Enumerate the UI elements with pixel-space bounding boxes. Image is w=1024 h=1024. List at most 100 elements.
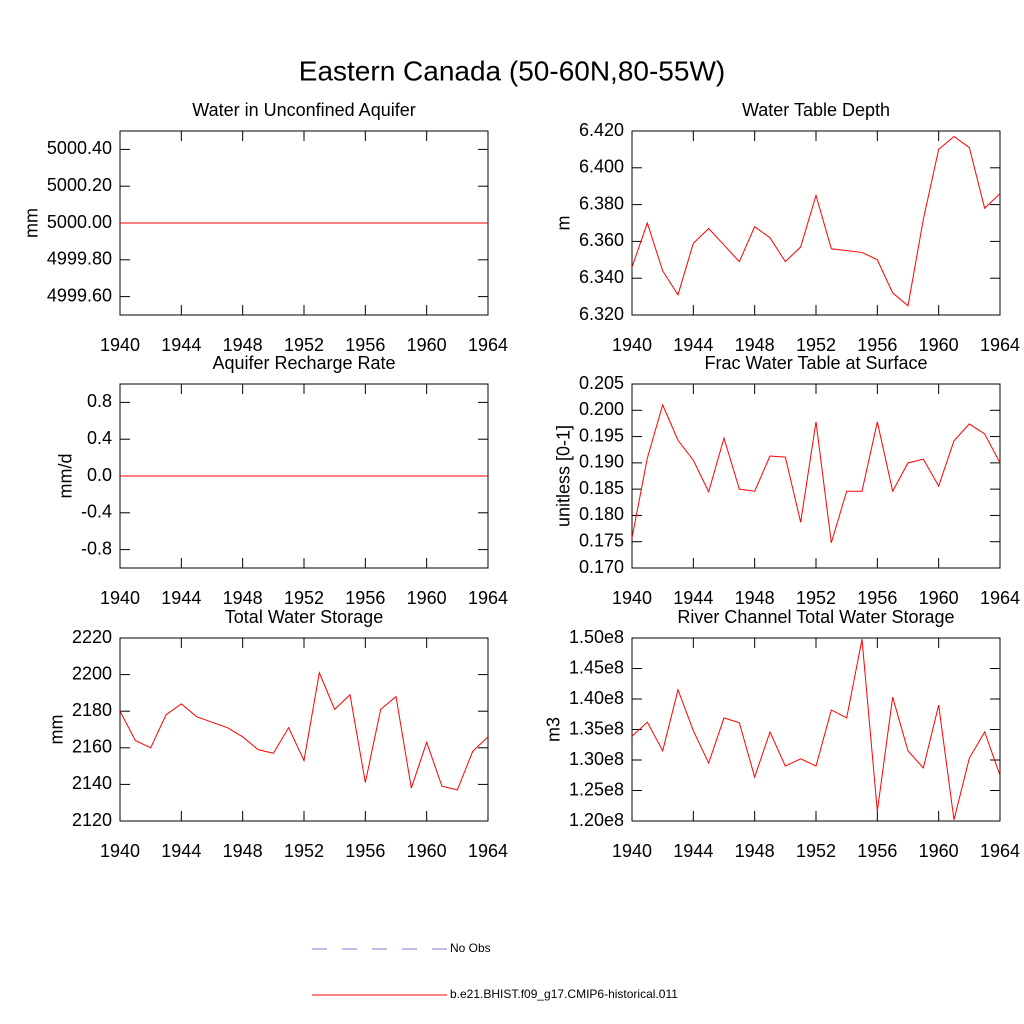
x-tick-label: 1952 (284, 335, 324, 355)
y-tick-label: 0.200 (579, 399, 624, 419)
y-tick-label: 1.50e8 (569, 627, 624, 647)
y-tick-label: 1.30e8 (569, 749, 624, 769)
y-tick-label: 0.4 (87, 428, 112, 448)
x-tick-label: 1960 (407, 588, 447, 608)
legend-label: b.e21.BHIST.f09_g17.CMIP6-historical.011 (450, 987, 678, 1001)
x-tick-label: 1956 (345, 335, 385, 355)
x-tick-label: 1952 (796, 335, 836, 355)
x-tick-label: 1940 (612, 335, 652, 355)
x-tick-label: 1948 (735, 841, 775, 861)
legend-label: No Obs (450, 941, 491, 955)
x-tick-label: 1940 (100, 841, 140, 861)
y-tick-label: 2200 (72, 663, 112, 683)
x-tick-label: 1948 (223, 335, 263, 355)
y-tick-label: 1.45e8 (569, 657, 624, 677)
y-axis-title: unitless [0-1] (554, 425, 574, 527)
x-tick-label: 1944 (673, 335, 713, 355)
data-line (631, 403, 1001, 543)
y-tick-label: 6.360 (579, 230, 624, 250)
panel-title: River Channel Total Water Storage (677, 607, 954, 627)
panel-title: Aquifer Recharge Rate (212, 353, 395, 373)
x-tick-label: 1948 (735, 588, 775, 608)
y-tick-label: 0.0 (87, 465, 112, 485)
y-tick-label: 6.380 (579, 193, 624, 213)
y-tick-label: 2140 (72, 773, 112, 793)
panel-title: Water in Unconfined Aquifer (192, 100, 415, 120)
x-tick-label: 1964 (980, 841, 1020, 861)
y-tick-label: 1.35e8 (569, 718, 624, 738)
x-tick-label: 1960 (919, 841, 959, 861)
x-tick-label: 1944 (161, 841, 201, 861)
y-tick-label: 1.20e8 (569, 810, 624, 830)
y-tick-label: 0.170 (579, 557, 624, 577)
x-tick-label: 1944 (161, 588, 201, 608)
y-tick-label: 5000.20 (47, 175, 112, 195)
y-tick-label: 6.400 (579, 157, 624, 177)
x-tick-label: 1964 (468, 841, 508, 861)
y-tick-label: 0.8 (87, 391, 112, 411)
x-tick-label: 1960 (407, 335, 447, 355)
y-tick-label: 4999.80 (47, 249, 112, 269)
x-tick-label: 1956 (345, 841, 385, 861)
x-tick-label: 1952 (284, 588, 324, 608)
plot-frame (631, 383, 1001, 569)
y-tick-label: 0.175 (579, 530, 624, 550)
y-tick-label: 6.340 (579, 267, 624, 287)
y-tick-label: 0.205 (579, 373, 624, 393)
x-tick-label: 1964 (980, 335, 1020, 355)
x-tick-label: 1944 (161, 335, 201, 355)
x-tick-label: 1948 (223, 588, 263, 608)
plot-frame (631, 637, 1001, 822)
y-axis-title: mm (47, 715, 67, 745)
x-tick-label: 1952 (284, 841, 324, 861)
x-tick-label: 1940 (100, 335, 140, 355)
x-tick-label: 1956 (857, 335, 897, 355)
plot-frame (119, 637, 489, 822)
y-axis-title: mm (22, 208, 42, 238)
y-tick-label: 2180 (72, 700, 112, 720)
x-tick-label: 1956 (857, 588, 897, 608)
x-tick-label: 1956 (345, 588, 385, 608)
y-tick-label: 4999.60 (47, 285, 112, 305)
x-tick-label: 1960 (919, 588, 959, 608)
y-axis-title: m (554, 216, 574, 231)
x-tick-label: 1956 (857, 841, 897, 861)
x-tick-label: 1964 (468, 588, 508, 608)
y-tick-label: 6.420 (579, 120, 624, 140)
y-tick-label: 2120 (72, 810, 112, 830)
x-tick-label: 1940 (100, 588, 140, 608)
y-tick-label: 5000.00 (47, 212, 112, 232)
y-tick-label: 2220 (72, 627, 112, 647)
y-tick-label: 0.185 (579, 478, 624, 498)
y-axis-title: mm/d (56, 454, 76, 499)
x-tick-label: 1948 (735, 335, 775, 355)
panel-title: Total Water Storage (225, 607, 383, 627)
y-tick-label: -0.4 (81, 502, 112, 522)
y-tick-label: 0.190 (579, 452, 624, 472)
y-tick-label: 1.40e8 (569, 688, 624, 708)
y-tick-label: 0.195 (579, 425, 624, 445)
plot-frame (631, 130, 1001, 316)
data-line (631, 135, 1001, 307)
x-tick-label: 1964 (980, 588, 1020, 608)
x-tick-label: 1952 (796, 841, 836, 861)
y-tick-label: 2160 (72, 737, 112, 757)
chart-title: Eastern Canada (50-60N,80-55W) (299, 55, 725, 86)
y-tick-label: 5000.40 (47, 138, 112, 158)
x-tick-label: 1960 (407, 841, 447, 861)
x-tick-label: 1944 (673, 841, 713, 861)
x-tick-label: 1952 (796, 588, 836, 608)
x-tick-label: 1944 (673, 588, 713, 608)
y-tick-label: 1.25e8 (569, 779, 624, 799)
x-tick-label: 1940 (612, 841, 652, 861)
x-tick-label: 1948 (223, 841, 263, 861)
panel-title: Frac Water Table at Surface (704, 353, 927, 373)
x-tick-label: 1964 (468, 335, 508, 355)
panel-title: Water Table Depth (742, 100, 890, 120)
y-tick-label: 0.180 (579, 504, 624, 524)
y-tick-label: -0.8 (81, 538, 112, 558)
x-tick-label: 1960 (919, 335, 959, 355)
data-line (119, 671, 489, 791)
data-line (631, 639, 1001, 820)
